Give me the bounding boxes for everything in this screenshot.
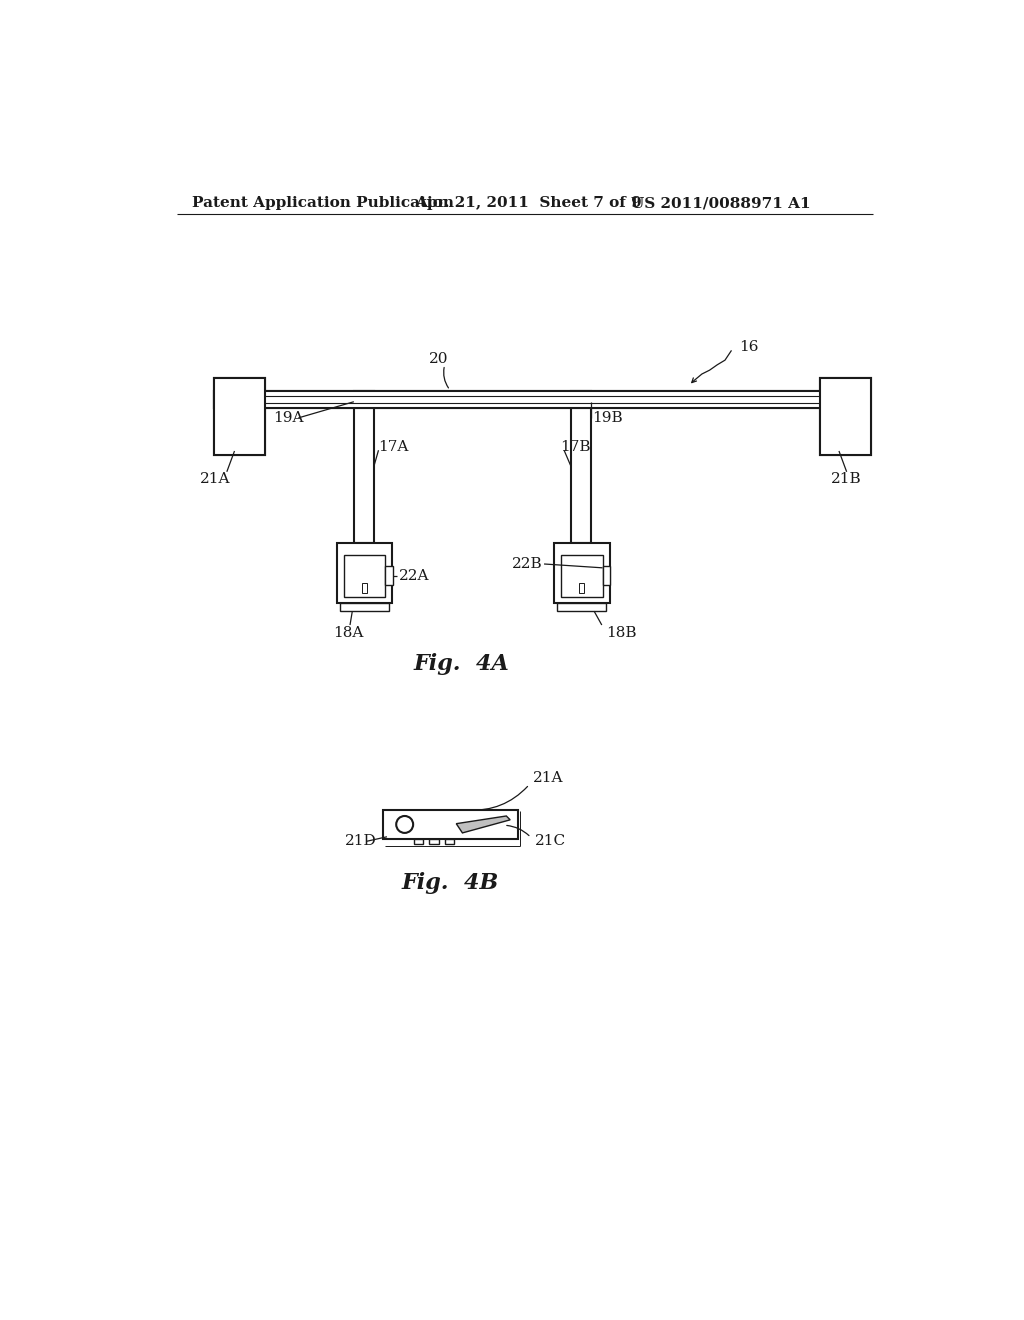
Bar bbox=[602, 566, 610, 585]
Text: Fig.  4A: Fig. 4A bbox=[414, 652, 510, 675]
Bar bbox=[337, 544, 392, 603]
Bar bbox=[554, 544, 609, 603]
Circle shape bbox=[396, 816, 413, 833]
Text: 21D: 21D bbox=[345, 834, 377, 849]
Bar bbox=[580, 582, 584, 594]
Bar bbox=[214, 391, 823, 408]
Bar bbox=[571, 391, 591, 544]
Text: 17B: 17B bbox=[560, 440, 591, 454]
Bar bbox=[385, 566, 393, 585]
Bar bbox=[214, 378, 265, 455]
Bar bbox=[344, 554, 385, 597]
Bar bbox=[214, 391, 823, 408]
Text: Apr. 21, 2011  Sheet 7 of 9: Apr. 21, 2011 Sheet 7 of 9 bbox=[416, 197, 642, 210]
Text: Patent Application Publication: Patent Application Publication bbox=[193, 197, 455, 210]
Text: 17A: 17A bbox=[379, 440, 409, 454]
Text: 21B: 21B bbox=[831, 473, 862, 487]
Bar bbox=[214, 378, 265, 455]
Text: 18A: 18A bbox=[333, 626, 364, 640]
Polygon shape bbox=[457, 816, 510, 833]
Bar bbox=[354, 391, 374, 544]
Text: 21A: 21A bbox=[200, 473, 230, 487]
Text: US 2011/0088971 A1: US 2011/0088971 A1 bbox=[631, 197, 811, 210]
Bar bbox=[383, 810, 518, 840]
Text: 22A: 22A bbox=[398, 569, 429, 582]
Bar bbox=[414, 840, 423, 845]
Text: 16: 16 bbox=[739, 341, 759, 354]
Bar bbox=[429, 840, 438, 845]
Text: 19A: 19A bbox=[273, 411, 303, 425]
Bar bbox=[819, 378, 871, 455]
Text: 21C: 21C bbox=[535, 834, 566, 849]
Text: 22B: 22B bbox=[512, 557, 543, 572]
Text: 19B: 19B bbox=[593, 411, 624, 425]
Text: 18B: 18B bbox=[605, 626, 636, 640]
Text: 20: 20 bbox=[429, 351, 449, 366]
Bar bbox=[340, 603, 389, 611]
Bar bbox=[561, 554, 602, 597]
Bar bbox=[819, 378, 871, 455]
Bar bbox=[557, 603, 606, 611]
Text: Fig.  4B: Fig. 4B bbox=[401, 873, 499, 894]
Bar bbox=[444, 840, 454, 845]
Text: 21A: 21A bbox=[534, 771, 564, 785]
Bar bbox=[362, 582, 367, 594]
